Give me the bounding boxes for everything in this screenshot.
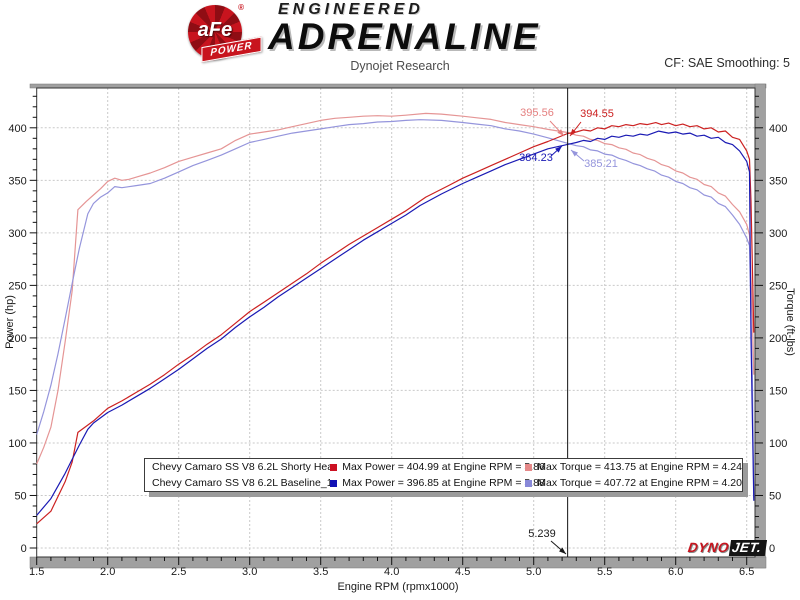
svg-text:385.21: 385.21 xyxy=(584,158,618,170)
svg-text:6.0: 6.0 xyxy=(668,566,683,578)
svg-text:250: 250 xyxy=(8,280,26,292)
svg-text:4.5: 4.5 xyxy=(455,566,470,578)
torque-axis-title: Torque (ft-lbs) xyxy=(784,288,796,356)
svg-text:50: 50 xyxy=(769,490,781,502)
svg-text:350: 350 xyxy=(769,175,787,187)
max-power-stat: Max Power = 404.99 at Engine RPM = 5.86 xyxy=(342,461,545,473)
svg-text:400: 400 xyxy=(769,123,787,135)
power-axis-title: Power (hp) xyxy=(4,295,16,349)
svg-text:50: 50 xyxy=(14,490,26,502)
afe-power-logo-icon: aFe ® POWER xyxy=(188,3,262,63)
svg-text:3.0: 3.0 xyxy=(242,566,257,578)
torque-swatch-icon xyxy=(525,463,533,471)
jet-logo-text: JET. xyxy=(728,540,767,556)
svg-text:5.0: 5.0 xyxy=(526,566,541,578)
svg-text:6.5: 6.5 xyxy=(739,566,754,578)
adrenaline-label: ADRENALINE xyxy=(268,16,541,57)
svg-text:5.239: 5.239 xyxy=(528,528,556,540)
frame-top xyxy=(29,83,767,89)
svg-text:150: 150 xyxy=(769,385,787,397)
svg-text:350: 350 xyxy=(8,175,26,187)
svg-text:400: 400 xyxy=(8,123,26,135)
svg-text:100: 100 xyxy=(769,438,787,450)
svg-text:300: 300 xyxy=(8,228,26,240)
svg-text:200: 200 xyxy=(769,333,787,345)
curve-power-shorty-headers xyxy=(36,121,755,525)
dynojet-watermark: DYNOJET. xyxy=(686,540,767,556)
rpm-axis-title: Engine RPM (rpmx1000) xyxy=(337,581,458,593)
svg-text:4.0: 4.0 xyxy=(384,566,399,578)
plot-border xyxy=(36,87,756,558)
legend-row-shorty: Chevy Camaro SS V8 6.2L Shorty Headers_1… xyxy=(145,459,742,475)
legend-box: Chevy Camaro SS V8 6.2L Shorty Headers_1… xyxy=(144,458,743,492)
svg-text:5.5: 5.5 xyxy=(597,566,612,578)
value-callout-384.23: 384.23 xyxy=(519,145,563,164)
value-callout-385.21: 385.21 xyxy=(570,149,618,170)
legend-row-baseline: Chevy Camaro SS V8 6.2L Baseline_1.wp8 M… xyxy=(145,475,742,491)
power-swatch-icon xyxy=(330,479,338,487)
svg-text:2.0: 2.0 xyxy=(100,566,115,578)
afe-logo: aFe ® POWER ENGINEERED ADRENALINE xyxy=(188,1,541,63)
brand-text: ENGINEERED ADRENALINE xyxy=(268,1,541,57)
svg-text:3.5: 3.5 xyxy=(313,566,328,578)
tick-labels: 1.5 2.0 2.5 3.0 3.5 4.0 4.5 5.0 5.5 6.0 6.5 0 0 50 50 1… xyxy=(8,123,787,578)
run-name: Chevy Camaro SS V8 6.2L Shorty Headers_1… xyxy=(152,461,331,473)
curve-torque-shorty-headers xyxy=(36,112,755,465)
max-torque-stat: Max Torque = 407.72 at Engine RPM = 4.20 xyxy=(537,477,742,489)
correction-smoothing-note: CF: SAE Smoothing: 5 xyxy=(664,56,790,70)
svg-text:200: 200 xyxy=(8,333,26,345)
svg-text:0: 0 xyxy=(769,543,775,555)
run-name: Chevy Camaro SS V8 6.2L Baseline_1.wp8 xyxy=(152,477,331,489)
svg-text:1.5: 1.5 xyxy=(29,566,44,578)
axis-ticks xyxy=(29,95,763,565)
max-power-stat: Max Power = 396.85 at Engine RPM = 5.88 xyxy=(342,477,545,489)
svg-text:250: 250 xyxy=(769,280,787,292)
dynojet-research-subtitle: Dynojet Research xyxy=(350,59,450,73)
svg-text:394.55: 394.55 xyxy=(580,108,614,120)
torque-swatch-icon xyxy=(525,479,533,487)
svg-text:384.23: 384.23 xyxy=(519,152,553,164)
svg-text:395.56: 395.56 xyxy=(520,107,554,119)
value-callout-395.56: 395.56 xyxy=(520,107,565,137)
dyno-logo-text: DYNO xyxy=(686,540,731,555)
registered-mark: ® xyxy=(238,3,244,12)
svg-text:0: 0 xyxy=(21,543,27,555)
engineered-label: ENGINEERED xyxy=(278,1,424,18)
curve-torque-baseline xyxy=(36,119,755,498)
svg-text:150: 150 xyxy=(8,385,26,397)
cursor-rpm-callout: 5.239 xyxy=(528,528,567,555)
max-torque-stat: Max Torque = 413.75 at Engine RPM = 4.24 xyxy=(537,461,742,473)
svg-text:300: 300 xyxy=(769,228,787,240)
afe-logo-text: aFe xyxy=(197,19,233,41)
value-callout-394.55: 394.55 xyxy=(569,108,614,137)
power-swatch-icon xyxy=(330,463,338,471)
svg-text:2.5: 2.5 xyxy=(171,566,186,578)
curve-power-baseline xyxy=(36,130,755,516)
svg-text:100: 100 xyxy=(8,438,26,450)
